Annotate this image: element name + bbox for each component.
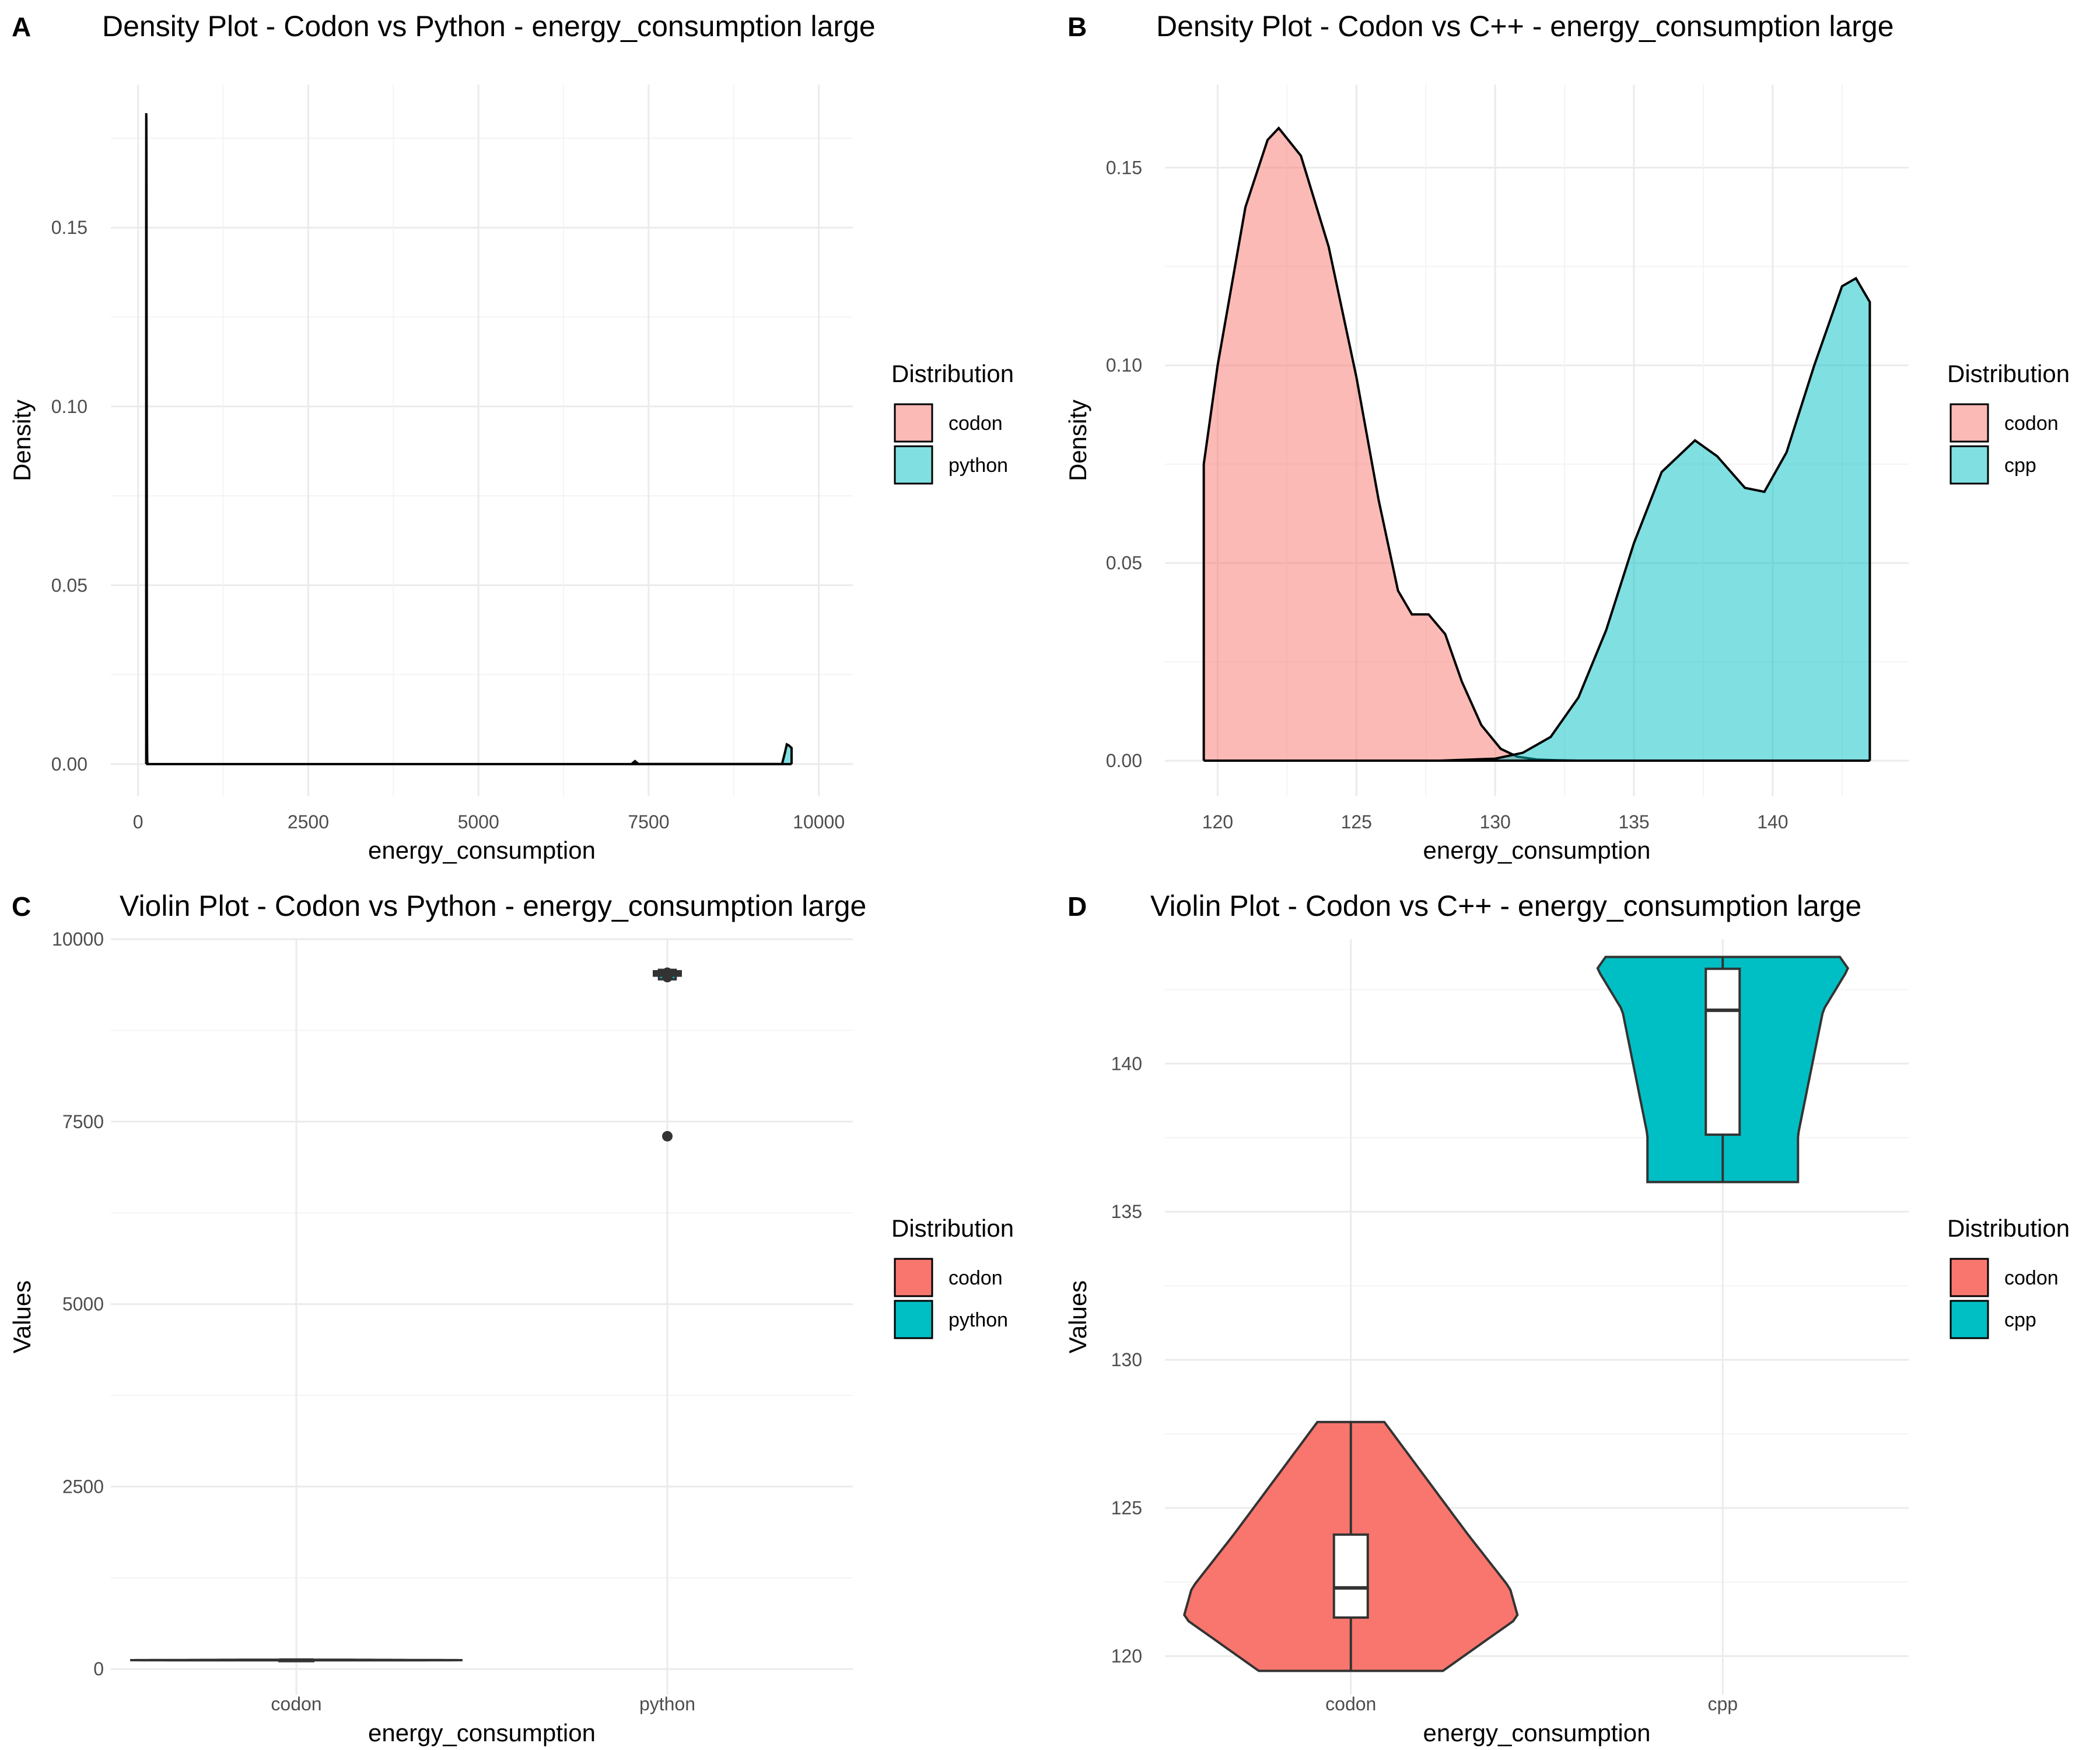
legend-label-codon: codon bbox=[2004, 1267, 2059, 1289]
x-axis-label: energy_consumption bbox=[368, 836, 596, 864]
panel-letter: B bbox=[1068, 12, 1087, 42]
chart-panel-c: C Violin Plot - Codon vs Python - energy_… bbox=[8, 890, 1014, 1746]
x-tick-label: 5000 bbox=[458, 811, 499, 832]
density-line-cpp bbox=[1203, 276, 1871, 762]
chart-panel-b: B Density Plot - Codon vs C++ - energy_co… bbox=[1064, 10, 2070, 864]
legend-label-python: python bbox=[949, 454, 1008, 477]
panel-letter: C bbox=[12, 891, 31, 922]
x-tick-label: 120 bbox=[1202, 811, 1233, 832]
y-tick-label: 0 bbox=[93, 1658, 104, 1679]
y-tick-label: 0.00 bbox=[51, 754, 88, 775]
y-tick-label: 7500 bbox=[62, 1111, 104, 1132]
legend-key-codon bbox=[1950, 1258, 1989, 1297]
y-axis-label: Density bbox=[8, 400, 36, 481]
legend-label-codon: codon bbox=[949, 412, 1003, 435]
legend-label-codon: codon bbox=[2004, 412, 2059, 435]
legend-key-codon bbox=[894, 403, 933, 443]
y-tick-label: 0.05 bbox=[1106, 552, 1142, 573]
x-tick-label: 140 bbox=[1757, 811, 1788, 832]
legend-label-cpp: cpp bbox=[2004, 454, 2036, 477]
legend-key-cpp bbox=[1950, 1300, 1989, 1339]
chart-panel-a: A Density Plot - Codon vs Python - energy… bbox=[8, 10, 1014, 864]
legend-key-python bbox=[894, 445, 933, 485]
legend: Distribution codon python bbox=[891, 1214, 1014, 1339]
chart-title: Violin Plot - Codon vs C++ - energy_cons… bbox=[1150, 890, 1861, 922]
y-tick-label: 0.10 bbox=[51, 396, 88, 417]
x-tick-label: codon bbox=[1325, 1693, 1376, 1714]
chart-title: Density Plot - Codon vs Python - energy_… bbox=[102, 10, 876, 43]
legend: Distribution codon cpp bbox=[1947, 1214, 2070, 1339]
y-tick-label: 130 bbox=[1111, 1349, 1142, 1370]
density-area-codon bbox=[1203, 128, 1870, 761]
outlier-point-python bbox=[662, 967, 673, 978]
legend-label-codon: codon bbox=[949, 1267, 1003, 1289]
x-axis-label: energy_consumption bbox=[1423, 1719, 1651, 1746]
x-axis-label: energy_consumption bbox=[1423, 836, 1651, 864]
y-tick-label: 125 bbox=[1111, 1497, 1142, 1518]
legend-title: Distribution bbox=[891, 1214, 1014, 1242]
legend-key-cpp bbox=[1950, 445, 1989, 485]
panel-letter: A bbox=[12, 12, 31, 42]
panel-letter: D bbox=[1068, 891, 1087, 922]
x-tick-label: 0 bbox=[133, 811, 144, 832]
y-axis-label: Density bbox=[1064, 400, 1091, 481]
legend-label-cpp: cpp bbox=[2004, 1309, 2036, 1331]
legend: Distribution codon cpp bbox=[1947, 360, 2070, 485]
y-tick-label: 140 bbox=[1111, 1053, 1142, 1074]
y-tick-label: 2500 bbox=[62, 1476, 104, 1497]
x-tick-label: codon bbox=[271, 1693, 321, 1714]
x-tick-label: cpp bbox=[1707, 1693, 1738, 1714]
legend-key-codon bbox=[894, 1258, 933, 1297]
density-line-codon bbox=[145, 113, 149, 765]
outlier-point-python bbox=[662, 1130, 673, 1142]
density-area-cpp bbox=[1203, 278, 1870, 761]
y-tick-label: 0.00 bbox=[1106, 750, 1142, 771]
y-tick-label: 10000 bbox=[52, 929, 104, 950]
boxplot-box-cpp bbox=[1704, 967, 1741, 1136]
x-tick-label: 135 bbox=[1618, 811, 1649, 832]
legend: Distribution codon python bbox=[891, 360, 1014, 485]
x-tick-label: 7500 bbox=[628, 811, 669, 832]
y-tick-label: 0.05 bbox=[51, 575, 88, 596]
legend-title: Distribution bbox=[1947, 360, 2070, 387]
y-tick-label: 0.15 bbox=[51, 217, 88, 238]
legend-title: Distribution bbox=[891, 360, 1014, 387]
chart-title: Violin Plot - Codon vs Python - energy_c… bbox=[120, 890, 866, 922]
chart-title: Density Plot - Codon vs C++ - energy_con… bbox=[1156, 10, 1894, 43]
x-axis-label: energy_consumption bbox=[368, 1719, 596, 1746]
x-tick-label: 2500 bbox=[288, 811, 329, 832]
chart-panel-d: D Violin Plot - Codon vs C++ - energy_con… bbox=[1064, 890, 2070, 1746]
x-tick-label: 125 bbox=[1341, 811, 1372, 832]
y-tick-label: 135 bbox=[1111, 1201, 1142, 1222]
y-tick-label: 120 bbox=[1111, 1646, 1142, 1667]
legend-key-codon bbox=[1950, 403, 1989, 443]
y-tick-label: 0.15 bbox=[1106, 157, 1142, 178]
x-tick-label: 130 bbox=[1479, 811, 1510, 832]
boxplot-box-codon bbox=[1332, 1533, 1369, 1619]
x-tick-label: python bbox=[639, 1693, 695, 1714]
y-axis-label: Values bbox=[8, 1280, 36, 1353]
legend-key-python bbox=[894, 1300, 933, 1339]
y-tick-label: 5000 bbox=[62, 1294, 104, 1315]
legend-title: Distribution bbox=[1947, 1214, 2070, 1242]
legend-label-python: python bbox=[949, 1309, 1008, 1331]
y-tick-label: 0.10 bbox=[1106, 355, 1142, 376]
y-axis-label: Values bbox=[1064, 1280, 1091, 1353]
density-line-python bbox=[629, 743, 793, 765]
density-area-python bbox=[631, 744, 792, 764]
x-tick-label: 10000 bbox=[793, 811, 845, 832]
